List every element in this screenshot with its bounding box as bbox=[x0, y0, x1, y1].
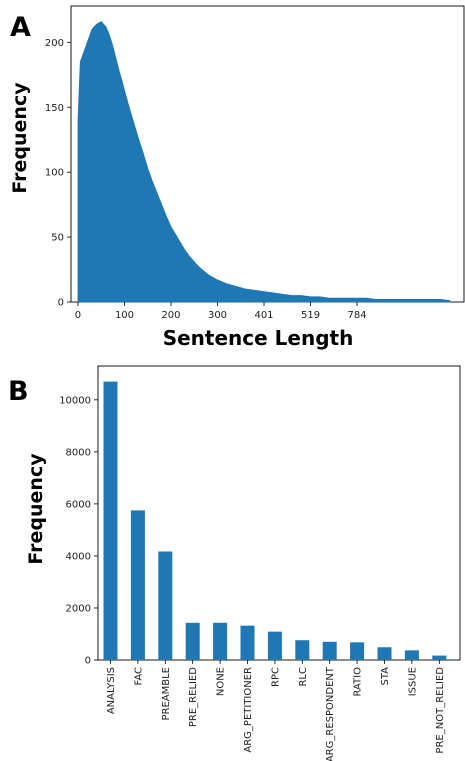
y-tick-label: 50 bbox=[51, 233, 64, 244]
y-tick-label-b: 6000 bbox=[66, 499, 91, 510]
y-tick-label: 0 bbox=[58, 298, 64, 309]
y-tick-label: 100 bbox=[45, 168, 64, 179]
y-tick-label-b: 2000 bbox=[66, 603, 91, 614]
bar bbox=[213, 622, 228, 660]
bar bbox=[350, 642, 365, 660]
x-tick-label: 0 bbox=[75, 310, 81, 321]
y-tick-label: 200 bbox=[45, 38, 64, 49]
category-label: PRE_NOT_RELIED bbox=[435, 667, 446, 754]
category-label: NONE bbox=[216, 667, 227, 696]
category-label: ARG_RESPONDENT bbox=[325, 666, 336, 761]
category-label: ARG_PETITIONER bbox=[243, 667, 254, 753]
y-tick-label-b: 0 bbox=[85, 656, 91, 667]
category-label: PREAMBLE bbox=[161, 667, 172, 721]
x-tick-label: 519 bbox=[301, 310, 320, 321]
category-label: RPC bbox=[270, 667, 281, 687]
plot-frame-b bbox=[97, 365, 461, 661]
y-axis-title-b: Frequency bbox=[25, 453, 47, 565]
panel-label-b: B bbox=[8, 376, 29, 407]
bar bbox=[267, 631, 282, 660]
category-label: ANALYSIS bbox=[106, 667, 117, 714]
histogram-area bbox=[77, 21, 451, 303]
bar bbox=[240, 625, 255, 660]
bar-panel: B ANALYSIS FAC PREAMBLE PRE_RELIED NONE ARG_P… bbox=[8, 365, 461, 761]
bar bbox=[295, 640, 310, 660]
category-label: RATIO bbox=[353, 667, 364, 697]
y-tick-label: 150 bbox=[45, 103, 64, 114]
category-label: ISSUE bbox=[407, 667, 418, 696]
histogram-plot-area: 0 100 200 300 401 519 784 0 50 100 150 200 bbox=[45, 5, 465, 321]
bar bbox=[103, 381, 118, 660]
histogram-panel: A 0 100 200 300 401 519 784 0 50 100 150 200 Senten… bbox=[9, 5, 465, 350]
y-tick-label-b: 10000 bbox=[59, 395, 91, 406]
x-tick-label: 200 bbox=[161, 310, 180, 321]
bar bbox=[377, 647, 392, 660]
x-tick-label: 100 bbox=[115, 310, 134, 321]
y-tick-label-b: 8000 bbox=[66, 447, 91, 458]
category-label: STA bbox=[380, 667, 391, 686]
x-tick-label: 401 bbox=[254, 310, 273, 321]
category-label: PRE_RELIED bbox=[188, 667, 199, 727]
x-tick-label: 300 bbox=[208, 310, 227, 321]
panel-label-a: A bbox=[10, 12, 31, 43]
x-tick-label: 784 bbox=[347, 310, 366, 321]
x-axis-title: Sentence Length bbox=[163, 326, 354, 350]
y-axis-title: Frequency bbox=[9, 82, 31, 194]
category-label: RLC bbox=[298, 667, 309, 687]
bar bbox=[158, 551, 173, 660]
bar bbox=[130, 510, 145, 660]
y-tick-label-b: 4000 bbox=[66, 551, 91, 562]
bar bbox=[432, 655, 447, 660]
bar bbox=[322, 641, 337, 660]
bar bbox=[404, 650, 419, 660]
category-label: FAC bbox=[133, 667, 144, 685]
bar-plot-area: ANALYSIS FAC PREAMBLE PRE_RELIED NONE ARG_PET… bbox=[59, 365, 461, 761]
bar bbox=[185, 622, 200, 660]
